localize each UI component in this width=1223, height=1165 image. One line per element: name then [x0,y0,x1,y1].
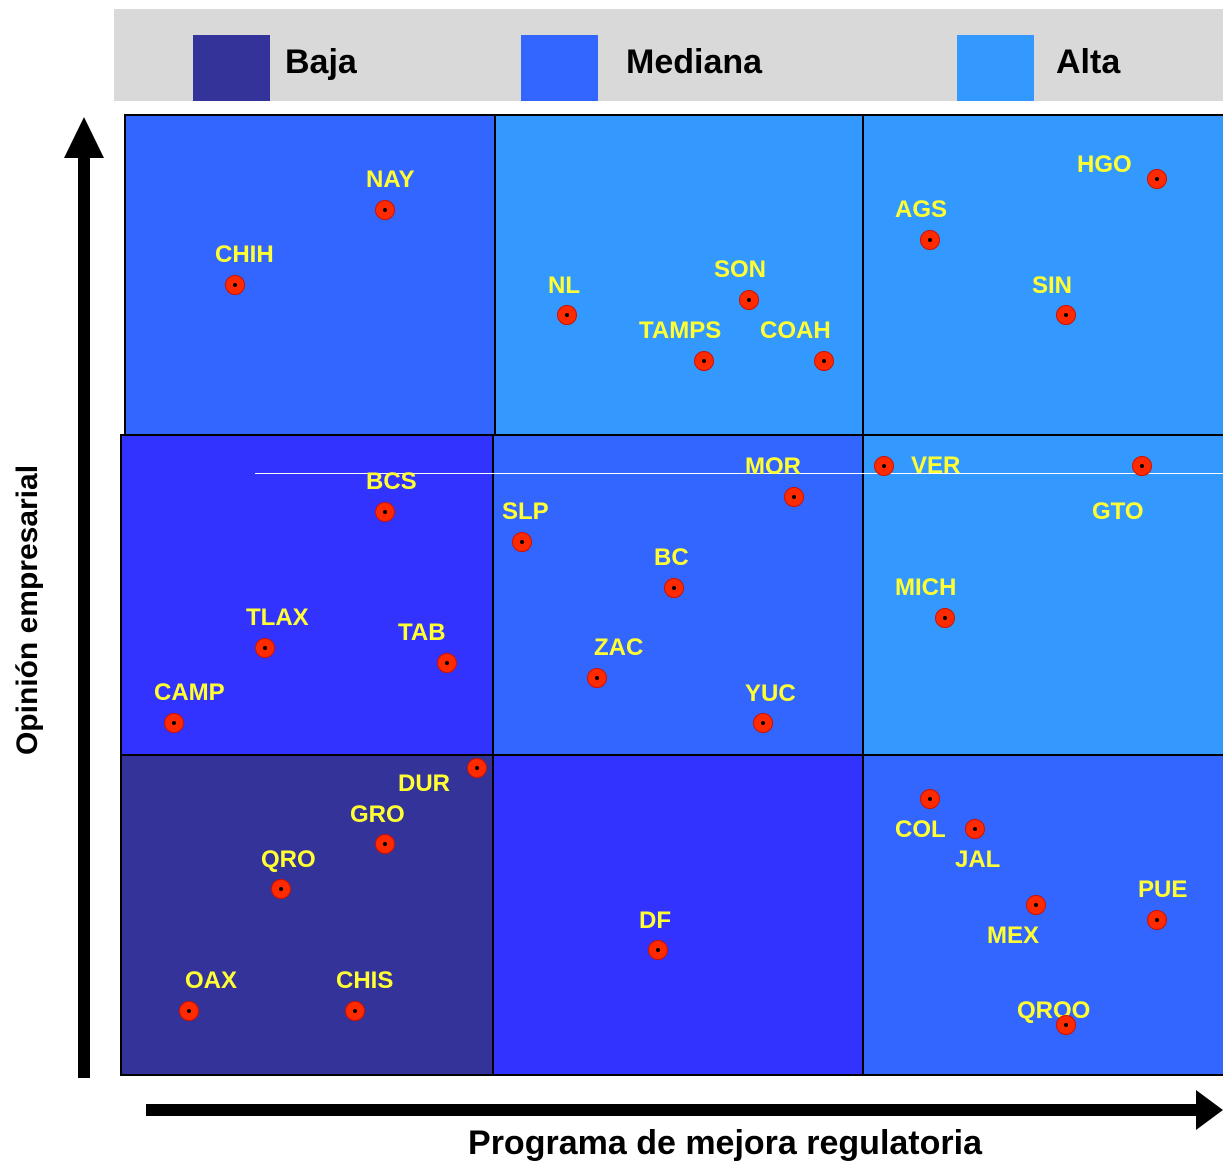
state-label-tab: TAB [398,619,446,646]
state-label-nl: NL [548,272,580,299]
x-axis-arrow [146,1090,1223,1130]
state-label-col: COL [895,816,946,843]
state-label-ver: VER [911,452,961,479]
state-dot-camp [164,713,184,733]
state-label-mich: MICH [895,574,957,601]
state-label-df: DF [639,907,671,934]
state-label-oax: OAX [185,967,238,994]
state-label-ags: AGS [895,196,948,223]
state-label-bc: BC [654,544,689,571]
state-dot-sin [1056,305,1076,325]
state-label-dur: DUR [398,770,450,797]
state-dot-ags [920,230,940,250]
state-dot-mich [935,608,955,628]
state-label-mor: MOR [745,453,801,480]
y-axis-title: Opinión empresarial [11,464,44,756]
legend-swatch-alta [957,35,1034,101]
state-dot-gto [1132,456,1152,476]
state-dot-qro [271,879,291,899]
legend-swatch-mediana [521,35,598,101]
state-label-chis: CHIS [336,967,394,994]
state-dot-col [920,789,940,809]
cell-bottom-middle [492,754,864,1076]
state-label-pue: PUE [1138,876,1188,903]
state-dot-chis [345,1001,365,1021]
state-dot-chih [225,275,245,295]
state-dot-nl [557,305,577,325]
state-dot-nay [375,200,395,220]
state-label-qroo: QROO [1017,997,1091,1024]
state-label-qro: QRO [261,846,316,873]
state-dot-tlax [255,638,275,658]
state-dot-jal [965,819,985,839]
state-dot-mex [1026,895,1046,915]
state-label-sin: SIN [1032,272,1073,299]
legend-label-baja: Baja [285,43,357,81]
legend-label-mediana: Mediana [626,43,763,81]
state-label-gro: GRO [350,801,405,828]
state-dot-gro [375,834,395,854]
legend-label-alta: Alta [1056,43,1121,81]
state-label-tlax: TLAX [246,604,309,631]
state-label-yuc: YUC [745,680,796,707]
legend-swatch-baja [193,35,270,101]
state-label-nay: NAY [366,166,415,193]
state-label-bcs: BCS [366,468,417,495]
state-dot-pue [1147,910,1167,930]
state-dot-tab [437,653,457,673]
state-dot-hgo [1147,169,1167,189]
state-dot-df [648,940,668,960]
x-axis-title: Programa de mejora regulatoria [468,1124,982,1162]
state-dot-yuc [753,713,773,733]
state-label-chih: CHIH [215,241,274,268]
state-label-coah: COAH [760,317,831,344]
state-dot-bcs [375,502,395,522]
state-dot-son [739,290,759,310]
guide-line [255,473,1223,474]
state-label-slp: SLP [502,498,549,525]
state-label-tamps: TAMPS [639,317,722,344]
state-dot-oax [179,1001,199,1021]
state-dot-zac [587,668,607,688]
state-dot-bc [664,578,684,598]
y-axis-arrow [64,117,104,1078]
state-label-zac: ZAC [594,634,644,661]
state-label-mex: MEX [987,922,1040,949]
state-label-gto: GTO [1092,498,1144,525]
state-label-hgo: HGO [1077,151,1132,178]
state-dot-dur [467,758,487,778]
cell-top-right [862,114,1223,436]
state-dot-slp [512,532,532,552]
cell-bottom-left [120,754,494,1076]
state-dot-qroo [1056,1015,1076,1035]
state-dot-mor [784,487,804,507]
state-label-camp: CAMP [154,679,225,706]
state-dot-ver [874,456,894,476]
cell-middle-left [120,434,494,756]
state-dot-coah [814,351,834,371]
state-dot-tamps [694,351,714,371]
state-label-son: SON [714,256,767,283]
legend: Baja Mediana Alta [114,9,1223,101]
state-label-jal: JAL [955,846,1001,873]
